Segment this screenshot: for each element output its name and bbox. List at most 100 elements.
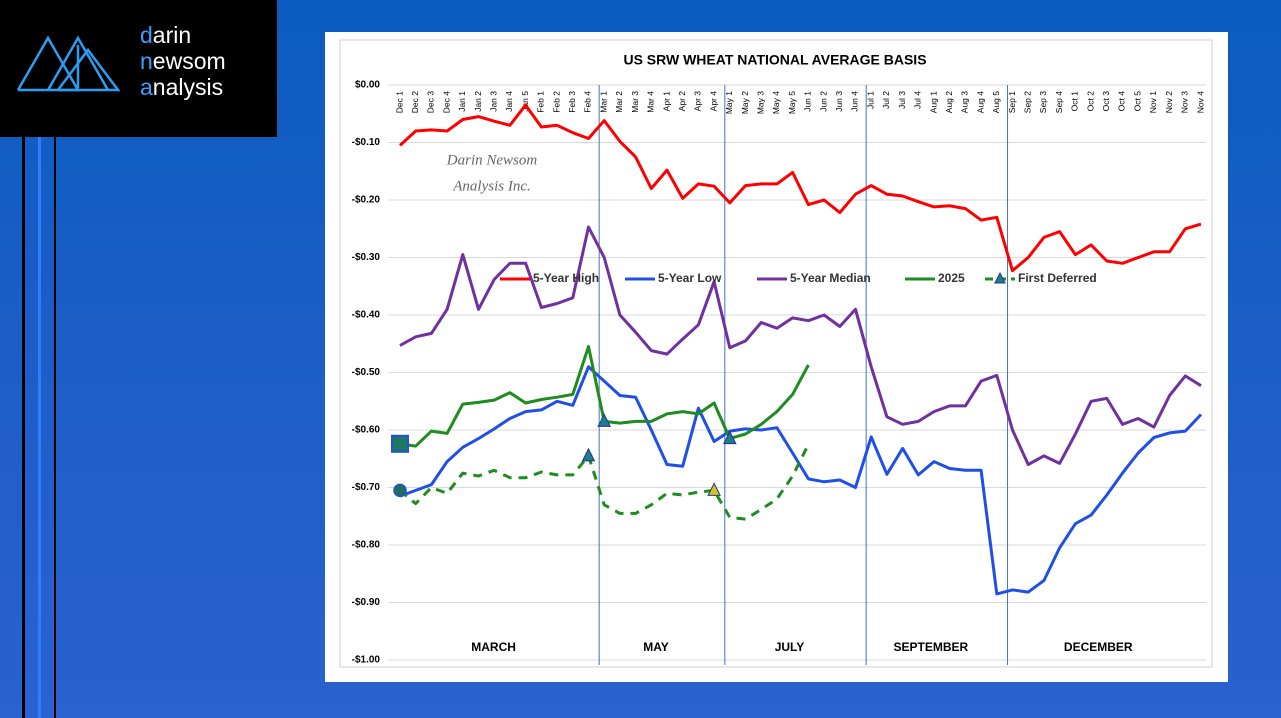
x-tick-label: Oct 5 bbox=[1132, 91, 1142, 112]
watermark: Analysis Inc. bbox=[452, 178, 530, 194]
x-tick-label: Sep 3 bbox=[1038, 91, 1048, 113]
period-label: DECEMBER bbox=[1064, 640, 1133, 654]
period-label: JULY bbox=[775, 640, 805, 654]
x-tick-label: Oct 4 bbox=[1117, 91, 1127, 112]
x-tick-label: Aug 5 bbox=[991, 91, 1001, 113]
x-tick-label: Jan 3 bbox=[488, 91, 498, 112]
marker bbox=[723, 430, 737, 445]
y-tick-label: $0.00 bbox=[355, 80, 380, 91]
chart-background bbox=[325, 32, 1228, 682]
legend-label: 5-Year Low bbox=[658, 271, 722, 285]
legend-label: 2025 bbox=[938, 271, 965, 285]
y-tick-label: -$0.70 bbox=[352, 482, 381, 493]
x-tick-label: May 5 bbox=[787, 91, 797, 114]
x-tick-label: Aug 3 bbox=[960, 91, 970, 113]
x-tick-label: Mar 1 bbox=[598, 91, 608, 113]
period-label: SEPTEMBER bbox=[894, 640, 969, 654]
x-tick-label: Jan 5 bbox=[520, 91, 530, 112]
x-tick-label: Oct 1 bbox=[1070, 91, 1080, 112]
marker bbox=[393, 483, 407, 498]
x-tick-label: Mar 3 bbox=[630, 91, 640, 113]
x-tick-label: Sep 1 bbox=[1007, 91, 1017, 113]
x-tick-label: Nov 1 bbox=[1148, 91, 1158, 113]
x-tick-label: Mar 4 bbox=[646, 91, 656, 113]
x-tick-label: Aug 1 bbox=[928, 91, 938, 113]
watermark: Darin Newsom bbox=[446, 152, 538, 168]
series-line bbox=[398, 103, 1202, 273]
plot-frame bbox=[339, 39, 1213, 668]
x-tick-label: Oct 3 bbox=[1101, 91, 1111, 112]
x-tick-label: Apr 4 bbox=[708, 91, 718, 112]
x-tick-label: Aug 2 bbox=[944, 91, 954, 113]
period-label: MARCH bbox=[471, 640, 516, 654]
y-tick-label: -$0.60 bbox=[352, 425, 381, 436]
x-tick-label: Jul 4 bbox=[913, 91, 923, 109]
x-tick-label: Feb 4 bbox=[583, 91, 593, 113]
logo: darin newsom analysis bbox=[0, 0, 277, 137]
x-tick-label: Dec 4 bbox=[441, 91, 451, 113]
marker bbox=[581, 447, 596, 462]
x-tick-label: Jan 1 bbox=[457, 91, 467, 112]
y-tick-label: -$0.30 bbox=[352, 252, 381, 263]
x-tick-label: Oct 2 bbox=[1085, 91, 1095, 112]
marker bbox=[391, 434, 409, 453]
marker bbox=[597, 413, 611, 427]
x-tick-label: May 2 bbox=[740, 91, 750, 114]
logo-line: darin bbox=[140, 22, 192, 48]
series-line bbox=[399, 443, 810, 521]
series-line bbox=[399, 225, 1202, 466]
x-tick-label: Dec 1 bbox=[394, 91, 404, 113]
y-tick-label: -$0.90 bbox=[352, 597, 381, 608]
legend-label: First Deferred bbox=[1018, 271, 1097, 285]
y-tick-label: -$0.80 bbox=[352, 540, 381, 551]
x-tick-label: Jan 2 bbox=[473, 91, 483, 112]
x-tick-label: Dec 3 bbox=[426, 91, 436, 113]
y-tick-label: -$0.40 bbox=[352, 310, 381, 321]
x-tick-label: Jul 3 bbox=[897, 91, 907, 109]
y-tick-label: -$0.50 bbox=[352, 367, 381, 378]
x-tick-label: May 1 bbox=[724, 91, 734, 114]
x-tick-label: Jan 4 bbox=[504, 91, 514, 112]
y-tick-label: -$0.20 bbox=[352, 195, 381, 206]
legend-label: 5-Year Median bbox=[790, 271, 871, 285]
x-tick-label: Apr 3 bbox=[693, 91, 703, 112]
y-tick-label: -$1.00 bbox=[352, 655, 381, 666]
chart-title: US SRW WHEAT NATIONAL AVERAGE BASIS bbox=[623, 52, 926, 68]
logo-line: analysis bbox=[140, 74, 224, 100]
y-tick-label: -$0.10 bbox=[352, 137, 381, 148]
x-tick-label: Nov 4 bbox=[1195, 91, 1205, 113]
x-tick-label: May 4 bbox=[771, 91, 781, 114]
x-tick-label: Apr 1 bbox=[661, 91, 671, 112]
legend-marker bbox=[994, 271, 1006, 284]
stripe bbox=[22, 137, 25, 718]
x-tick-label: Apr 2 bbox=[677, 91, 687, 112]
stripe bbox=[54, 137, 56, 718]
x-tick-label: Mar 2 bbox=[614, 91, 624, 113]
x-tick-label: Jun 4 bbox=[850, 91, 860, 112]
x-tick-label: Dec 2 bbox=[410, 91, 420, 113]
legend-label: 5-Year High bbox=[533, 271, 599, 285]
period-label: MAY bbox=[643, 640, 669, 654]
marker bbox=[707, 482, 721, 496]
x-tick-label: Jun 1 bbox=[803, 91, 813, 112]
x-tick-label: Sep 2 bbox=[1022, 91, 1032, 113]
x-tick-label: Feb 2 bbox=[551, 91, 561, 113]
x-tick-label: Nov 2 bbox=[1164, 91, 1174, 113]
stripe bbox=[38, 137, 41, 718]
logo-text: darin newsom analysis bbox=[140, 22, 226, 100]
x-tick-label: May 3 bbox=[755, 91, 765, 114]
logo-line: newsom bbox=[140, 48, 226, 74]
series-line bbox=[399, 365, 1203, 596]
x-tick-label: Jun 2 bbox=[818, 91, 828, 112]
logo-mark bbox=[16, 35, 121, 92]
x-tick-label: Sep 4 bbox=[1054, 91, 1064, 113]
x-tick-label: Jul 2 bbox=[881, 91, 891, 109]
x-tick-label: Feb 1 bbox=[536, 91, 546, 113]
x-tick-label: Jul 1 bbox=[865, 91, 875, 109]
x-tick-label: Aug 4 bbox=[975, 91, 985, 113]
x-tick-label: Nov 3 bbox=[1180, 91, 1190, 113]
x-tick-label: Jun 3 bbox=[834, 91, 844, 112]
x-tick-label: Feb 3 bbox=[567, 91, 577, 113]
